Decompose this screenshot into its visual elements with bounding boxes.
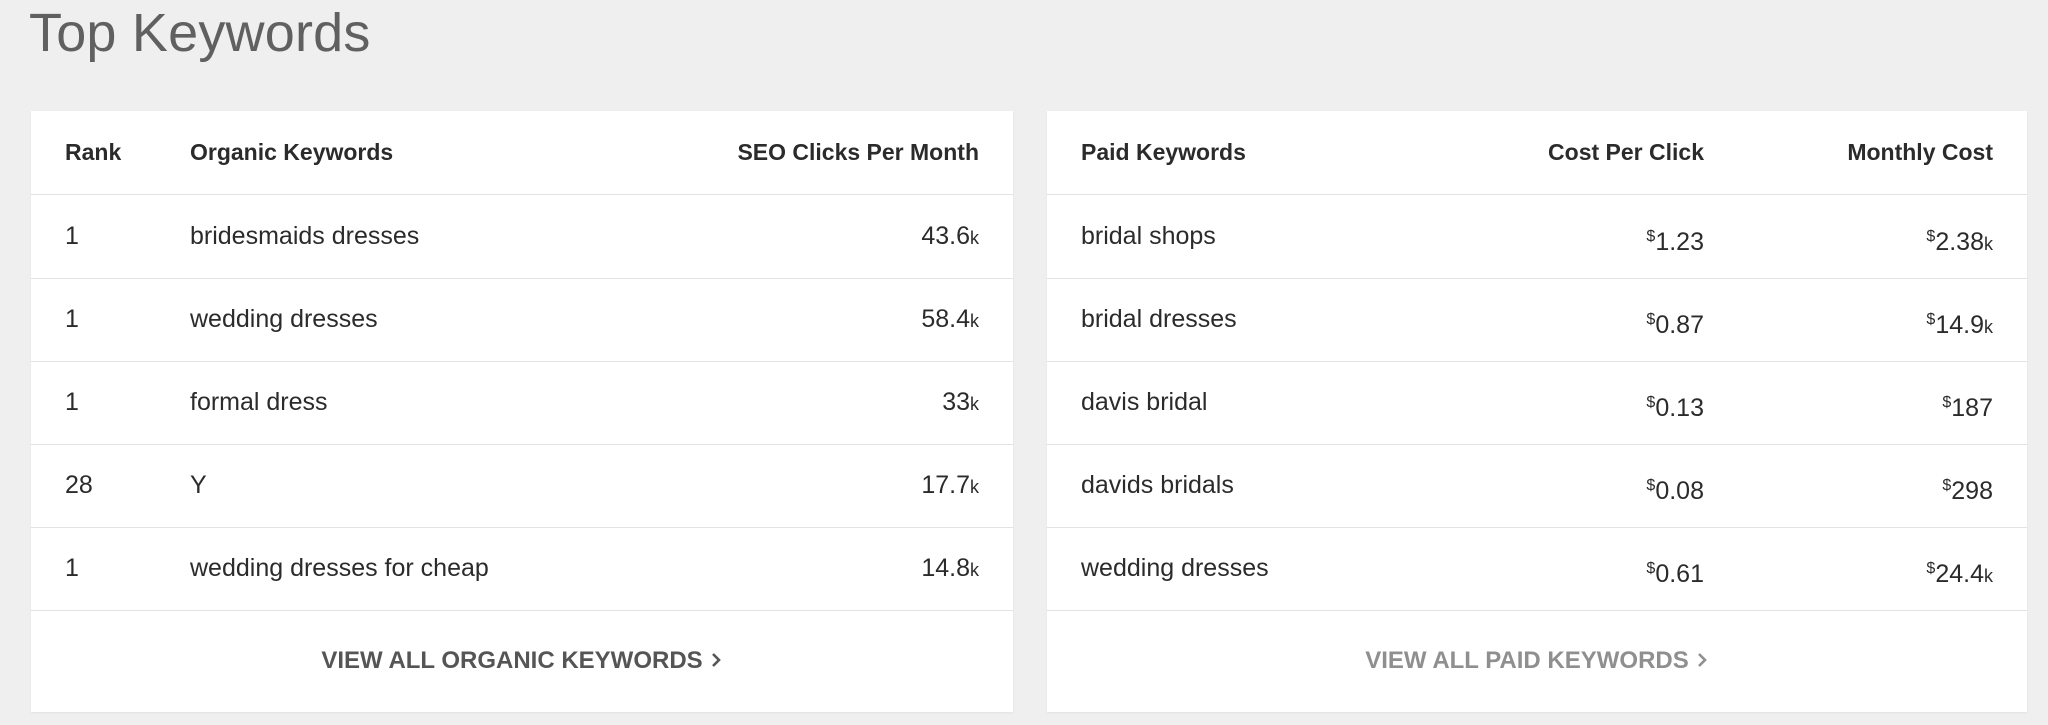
organic-table-row: 1 bridesmaids dresses 43.6k [31, 195, 1013, 279]
rank-cell: 1 [65, 305, 79, 333]
monthly-cost-cell: $24.4k [1926, 560, 1993, 588]
rank-cell: 1 [65, 222, 79, 250]
seo-clicks-cell: 43.6k [921, 222, 979, 250]
chevron-right-icon [711, 653, 721, 667]
paid-keywords-card: Paid Keywords Cost Per Click Monthly Cos… [1047, 111, 2027, 712]
paid-table-row: davis bridal $0.13 $187 [1047, 361, 2027, 445]
paid-card-footer: VIEW ALL PAID KEYWORDS [1047, 609, 2027, 712]
rank-cell: 28 [65, 471, 93, 499]
page-title: Top Keywords [29, 3, 371, 63]
seo-clicks-cell: 14.8k [921, 554, 979, 582]
paid-table-row: wedding dresses $0.61 $24.4k [1047, 527, 2027, 611]
paid-keyword-link[interactable]: wedding dresses [1081, 554, 1269, 582]
organic-table-row: 1 formal dress 33k [31, 361, 1013, 445]
paid-table-row: bridal shops $1.23 $2.38k [1047, 195, 2027, 279]
cost-per-click-cell: $1.23 [1646, 228, 1704, 256]
monthly-cost-cell: $298 [1942, 477, 1993, 505]
rank-cell: 1 [65, 388, 79, 416]
rank-cell: 1 [65, 554, 79, 582]
paid-table-header: Paid Keywords Cost Per Click Monthly Cos… [1047, 111, 2027, 195]
cost-per-click-cell: $0.08 [1646, 477, 1704, 505]
chevron-right-icon [1697, 653, 1707, 667]
seo-clicks-cell: 33k [942, 388, 979, 416]
organic-table-header: Rank Organic Keywords SEO Clicks Per Mon… [31, 111, 1013, 195]
seo-clicks-cell: 17.7k [921, 471, 979, 499]
organic-keyword-link[interactable]: formal dress [190, 388, 328, 416]
paid-keyword-link[interactable]: bridal shops [1081, 222, 1216, 250]
paid-keyword-link[interactable]: bridal dresses [1081, 305, 1237, 333]
paid-keywords-column-header: Paid Keywords [1081, 139, 1246, 165]
paid-table-row: bridal dresses $0.87 $14.9k [1047, 278, 2027, 362]
organic-table-row: 1 wedding dresses for cheap 14.8k [31, 527, 1013, 611]
cost-per-click-cell: $0.87 [1646, 311, 1704, 339]
monthly-cost-cell: $187 [1942, 394, 1993, 422]
cost-per-click-cell: $0.13 [1646, 394, 1704, 422]
view-all-paid-keywords-link[interactable]: VIEW ALL PAID KEYWORDS [1365, 647, 1709, 674]
view-all-organic-keywords-link[interactable]: VIEW ALL ORGANIC KEYWORDS [321, 647, 722, 674]
organic-keyword-link[interactable]: wedding dresses for cheap [190, 554, 489, 582]
paid-keyword-link[interactable]: davids bridals [1081, 471, 1234, 499]
organic-table-row: 28 Y 17.7k [31, 444, 1013, 528]
organic-keywords-card: Rank Organic Keywords SEO Clicks Per Mon… [31, 111, 1013, 712]
organic-keyword-link[interactable]: bridesmaids dresses [190, 222, 420, 250]
rank-column-header: Rank [65, 139, 122, 165]
paid-table-row: davids bridals $0.08 $298 [1047, 444, 2027, 528]
seo-clicks-cell: 58.4k [921, 305, 979, 333]
monthly-cost-column-header: Monthly Cost [1847, 139, 1993, 165]
organic-card-footer: VIEW ALL ORGANIC KEYWORDS [31, 609, 1013, 712]
organic-keyword-link[interactable]: Y [190, 471, 207, 499]
organic-keywords-column-header: Organic Keywords [190, 139, 394, 165]
seo-clicks-column-header: SEO Clicks Per Month [737, 139, 979, 165]
cost-per-click-cell: $0.61 [1646, 560, 1704, 588]
organic-keyword-link[interactable]: wedding dresses [190, 305, 378, 333]
organic-table-row: 1 wedding dresses 58.4k [31, 278, 1013, 362]
monthly-cost-cell: $2.38k [1926, 228, 1993, 256]
paid-keyword-link[interactable]: davis bridal [1081, 388, 1208, 416]
cost-per-click-column-header: Cost Per Click [1548, 139, 1704, 165]
monthly-cost-cell: $14.9k [1926, 311, 1993, 339]
